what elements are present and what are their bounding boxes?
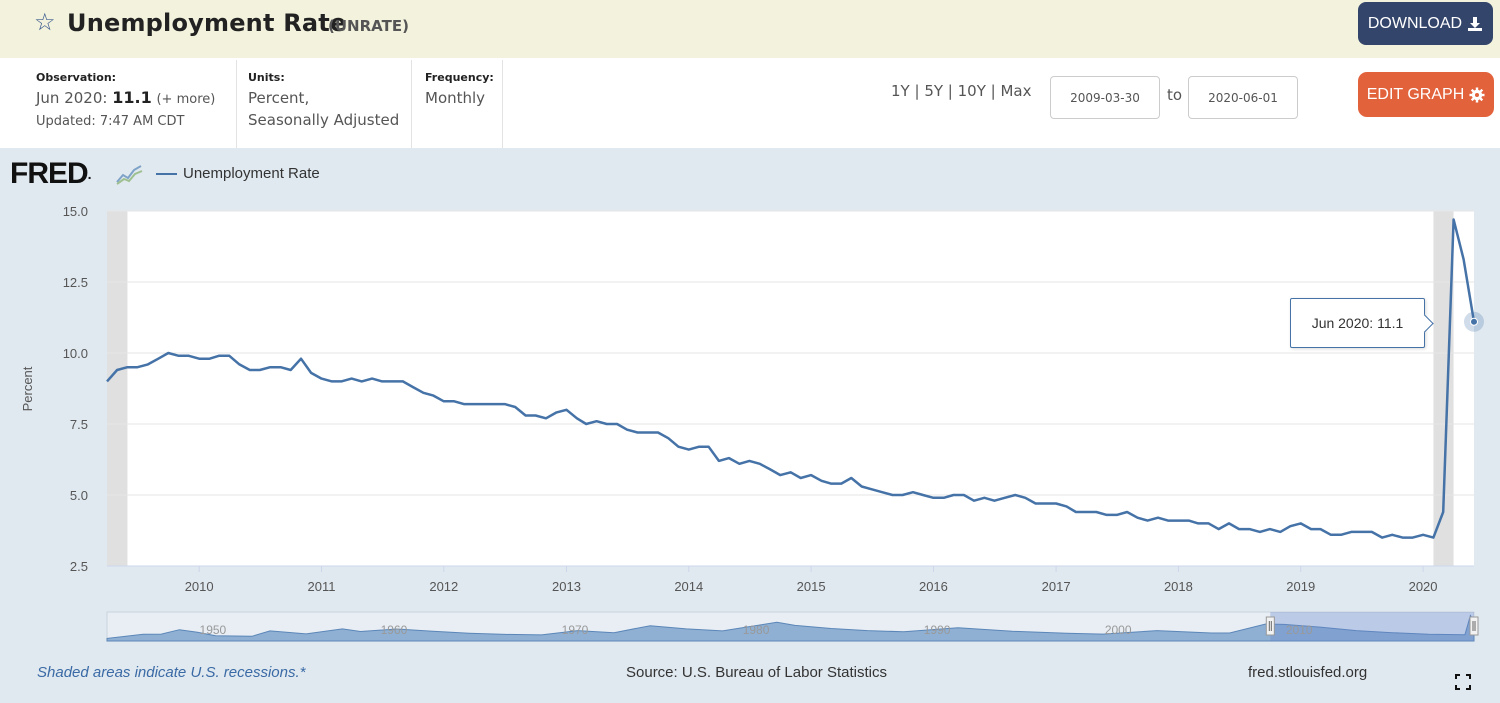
favorite-star-icon[interactable]: ☆ [34, 8, 56, 36]
observation-panel: Observation: Jun 2020: 11.1 (+ more) Upd… [36, 60, 237, 148]
tooltip-value: 11.1 [1377, 315, 1404, 331]
download-label: DOWNLOAD [1367, 14, 1463, 32]
y-tick-label: 2.5 [70, 559, 88, 574]
navigator[interactable]: 1950 1960 1970 1980 1990 2000 2010 [106, 612, 1479, 642]
download-icon [1468, 16, 1483, 31]
range-separator: | [985, 82, 1001, 100]
to-label: to [1167, 86, 1183, 104]
start-date-input[interactable] [1050, 76, 1160, 119]
x-tick-label: 2012 [429, 579, 458, 594]
x-axis: 2010 2011 2012 2013 2014 2015 2016 2017 2018 2019… [107, 565, 1474, 594]
recession-band [1433, 211, 1454, 566]
data-point-marker [1470, 317, 1478, 326]
x-tick-label: 2017 [1042, 579, 1071, 594]
fullscreen-icon[interactable] [1455, 674, 1471, 690]
units-line2: Seasonally Adjusted [248, 111, 400, 129]
observation-label: Observation: [36, 71, 117, 84]
navigator-label: 1990 [924, 623, 951, 637]
range-separator: | [943, 82, 958, 100]
y-axis: 2.5 5.0 7.5 10.0 12.5 15.0 [63, 204, 88, 574]
range-selector: 1Y | 5Y | 10Y | Max [891, 82, 1031, 100]
y-tick-label: 15.0 [63, 204, 88, 219]
legend-label: Unemployment Rate [183, 165, 320, 182]
end-date-input[interactable] [1188, 76, 1298, 119]
range-max[interactable]: Max [1000, 82, 1032, 100]
plot-background [107, 211, 1474, 566]
navigator-handle [1265, 616, 1275, 636]
fred-logo: FRED. [10, 157, 92, 190]
observation-value: 11.1 [112, 88, 152, 107]
gear-icon [1469, 87, 1485, 102]
navigator-label: 1970 [562, 623, 589, 637]
unemployment-line [106, 218, 1476, 539]
recession-shading [107, 211, 1454, 566]
navigator-label: 2010 [1286, 623, 1313, 637]
range-1y[interactable]: 1Y [891, 82, 910, 100]
y-axis-label: Percent [20, 366, 35, 411]
range-separator: | [909, 82, 925, 100]
x-tick-label: 2014 [674, 579, 703, 594]
legend-line-swatch [156, 173, 177, 175]
recession-note-link[interactable]: Shaded areas indicate U.S. recessions.* [37, 664, 306, 681]
tooltip-label: Jun 2020: [1311, 315, 1374, 331]
navigator-selection [1270, 612, 1474, 641]
download-button[interactable]: DOWNLOAD [1358, 2, 1493, 45]
units-label: Units: [248, 71, 285, 84]
updated-time: Updated: 7:47 AM CDT [36, 114, 185, 129]
x-tick-label: 2016 [919, 579, 948, 594]
frequency-label: Frequency: [425, 71, 494, 84]
observation-more-link[interactable]: (+ more) [156, 92, 216, 107]
edit-graph-label: EDIT GRAPH [1366, 85, 1465, 103]
navigator-handle [1469, 616, 1479, 636]
y-tick-label: 10.0 [63, 346, 88, 361]
x-tick-label: 2011 [307, 579, 335, 594]
x-tick-label: 2020 [1409, 579, 1438, 594]
observation-date: Jun 2020: [36, 89, 108, 107]
x-tick-label: 2010 [185, 579, 214, 594]
y-tick-label: 5.0 [70, 488, 88, 503]
units-line1: Percent, [248, 89, 310, 107]
range-5y[interactable]: 5Y [924, 82, 944, 100]
x-tick-label: 2019 [1286, 579, 1315, 594]
title-bar: ☆ Unemployment Rate (UNRATE) DOWNLOAD [0, 0, 1500, 58]
site-url: fred.stlouisfed.org [1248, 664, 1368, 681]
y-tick-label: 12.5 [63, 275, 88, 290]
y-tick-label: 7.5 [70, 417, 88, 432]
source-text: Source: U.S. Bureau of Labor Statistics [626, 664, 887, 681]
frequency-value: Monthly [425, 89, 486, 107]
x-tick-label: 2013 [552, 579, 581, 594]
navigator-label: 1960 [381, 623, 408, 637]
recession-band [107, 211, 128, 566]
series-id: (UNRATE) [328, 17, 409, 35]
navigator-series-area [106, 614, 1475, 642]
page-title: Unemployment Rate [67, 9, 347, 37]
navigator-label: 2000 [1105, 623, 1132, 637]
fred-chart-icon [115, 162, 145, 186]
x-tick-label: 2018 [1164, 579, 1193, 594]
data-tooltip: Jun 2020: 11.1 [1290, 298, 1425, 348]
navigator-label: 1950 [200, 623, 227, 637]
range-10y[interactable]: 10Y [957, 82, 986, 100]
edit-graph-button[interactable]: EDIT GRAPH [1358, 72, 1494, 117]
navigator-label: 1980 [743, 623, 770, 637]
series-line [106, 218, 1484, 539]
x-tick-label: 2015 [797, 579, 826, 594]
units-panel: Units: Percent, Seasonally Adjusted [248, 60, 412, 148]
frequency-panel: Frequency: Monthly [425, 60, 503, 148]
